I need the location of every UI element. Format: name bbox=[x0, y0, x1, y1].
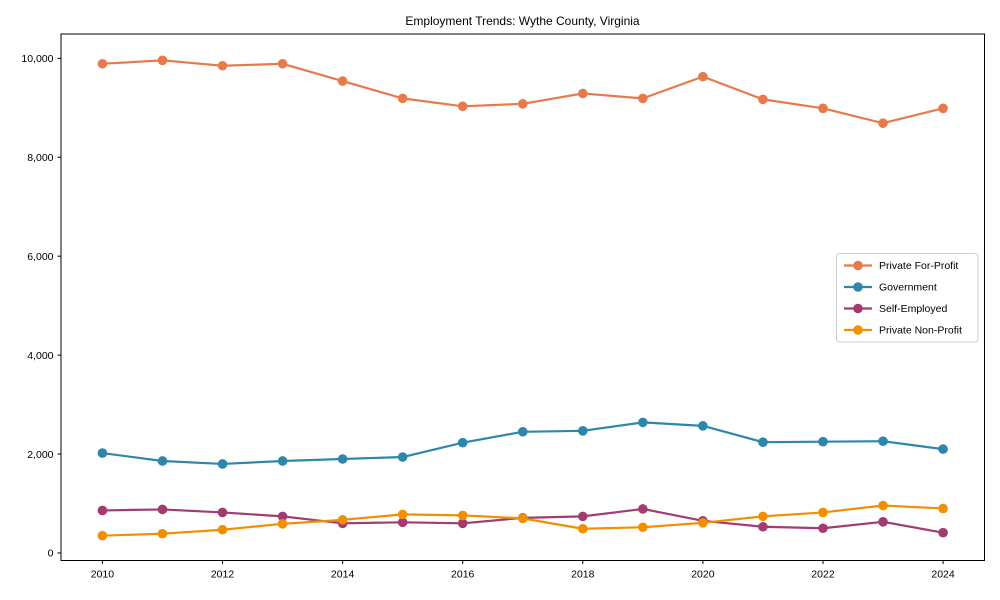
data-point-marker bbox=[217, 524, 228, 535]
data-point-marker bbox=[698, 421, 708, 431]
data-point-marker bbox=[457, 101, 468, 112]
data-point-marker bbox=[397, 452, 408, 462]
series-private-for-profit bbox=[97, 55, 948, 128]
data-point-marker bbox=[397, 517, 408, 528]
data-point-marker bbox=[578, 523, 588, 534]
data-point-marker bbox=[578, 88, 588, 99]
data-point-marker bbox=[277, 511, 288, 522]
data-point-marker bbox=[638, 93, 648, 104]
data-point-marker bbox=[277, 58, 288, 69]
data-point-marker bbox=[517, 513, 528, 524]
plot-box-spines bbox=[60, 33, 985, 561]
data-point-marker bbox=[938, 503, 948, 514]
data-point-marker bbox=[938, 444, 948, 454]
data-point-marker bbox=[758, 437, 768, 447]
x-tick-label: 2020 bbox=[691, 569, 715, 581]
y-tick-label: 0 bbox=[48, 548, 54, 560]
data-point-marker bbox=[517, 99, 528, 109]
data-point-marker bbox=[818, 523, 828, 534]
x-tick-label: 2018 bbox=[571, 569, 595, 581]
y-tick-label: 10,000 bbox=[21, 53, 53, 65]
y-tick-label: 8,000 bbox=[27, 152, 53, 164]
x-tick-label: 2024 bbox=[931, 569, 955, 581]
data-point-marker bbox=[157, 55, 168, 66]
legend-entry-private-for-profit: Private For-Profit bbox=[844, 260, 958, 272]
chart-title: Employment Trends: Wythe County, Virgini… bbox=[405, 14, 640, 28]
legend-label: Private For-Profit bbox=[879, 260, 958, 272]
data-point-marker bbox=[97, 58, 108, 69]
data-point-marker bbox=[638, 504, 648, 514]
legend-label: Private Non-Profit bbox=[879, 325, 962, 337]
data-point-marker bbox=[818, 436, 828, 447]
data-point-marker bbox=[758, 511, 768, 522]
y-tick-label: 4,000 bbox=[27, 350, 53, 362]
data-point-marker bbox=[277, 519, 288, 529]
series-private-non-profit bbox=[97, 500, 948, 541]
data-point-marker bbox=[878, 118, 888, 128]
data-point-marker bbox=[878, 436, 888, 446]
data-point-marker bbox=[97, 530, 108, 541]
legend-entry-self-employed: Self-Employed bbox=[844, 303, 947, 315]
data-point-marker bbox=[397, 93, 408, 104]
data-point-marker bbox=[217, 507, 228, 518]
series-line-private-for-profit bbox=[101, 59, 945, 125]
data-point-marker bbox=[638, 417, 648, 428]
legend-frame bbox=[836, 253, 979, 343]
data-point-marker bbox=[97, 505, 108, 516]
data-point-marker bbox=[698, 518, 708, 528]
legend: Private For-Profit Government Self-Emplo… bbox=[836, 253, 979, 343]
data-point-marker bbox=[337, 454, 348, 464]
data-point-marker bbox=[578, 426, 588, 436]
legend-marker-icon bbox=[853, 260, 863, 271]
data-point-marker bbox=[397, 509, 408, 520]
data-point-marker bbox=[878, 517, 888, 527]
axes: 0 2,000 4,000 6,000 8,000 10,000 2010 2012 2014 2… bbox=[21, 33, 985, 581]
data-point-marker bbox=[938, 103, 948, 114]
legend-entry-private-non-profit: Private Non-Profit bbox=[844, 325, 962, 337]
data-point-marker bbox=[157, 456, 168, 466]
legend-entry-government: Government bbox=[844, 282, 937, 294]
y-tick-label: 2,000 bbox=[27, 449, 53, 461]
data-point-marker bbox=[758, 521, 768, 532]
x-tick-label: 2014 bbox=[331, 569, 355, 581]
data-point-marker bbox=[878, 500, 888, 511]
data-point-marker bbox=[457, 510, 468, 521]
legend-label: Government bbox=[879, 282, 937, 294]
data-point-marker bbox=[157, 504, 168, 515]
data-point-marker bbox=[157, 528, 168, 539]
legend-marker-icon bbox=[853, 303, 863, 314]
data-point-marker bbox=[638, 522, 648, 533]
data-point-marker bbox=[517, 426, 528, 437]
data-point-marker bbox=[337, 76, 348, 86]
data-point-marker bbox=[217, 60, 228, 71]
series-government bbox=[97, 417, 948, 469]
x-tick-label: 2010 bbox=[91, 569, 115, 581]
data-point-marker bbox=[818, 103, 828, 114]
data-point-marker bbox=[758, 94, 768, 105]
data-point-marker bbox=[457, 437, 468, 448]
data-point-marker bbox=[818, 507, 828, 518]
data-point-marker bbox=[698, 71, 708, 82]
y-tick-label: 6,000 bbox=[27, 251, 53, 263]
data-point-marker bbox=[578, 511, 588, 522]
data-point-marker bbox=[277, 456, 288, 466]
series-layer bbox=[97, 55, 948, 541]
x-tick-label: 2022 bbox=[811, 569, 835, 581]
legend-marker-icon bbox=[853, 282, 863, 292]
data-point-marker bbox=[457, 518, 468, 529]
legend-label: Self-Employed bbox=[879, 303, 947, 315]
data-point-marker bbox=[217, 459, 228, 469]
legend-marker-icon bbox=[853, 325, 863, 335]
x-tick-label: 2012 bbox=[211, 569, 235, 581]
data-point-marker bbox=[938, 527, 948, 538]
x-tick-label: 2016 bbox=[451, 569, 475, 581]
data-point-marker bbox=[337, 515, 348, 525]
data-point-marker bbox=[97, 448, 108, 458]
